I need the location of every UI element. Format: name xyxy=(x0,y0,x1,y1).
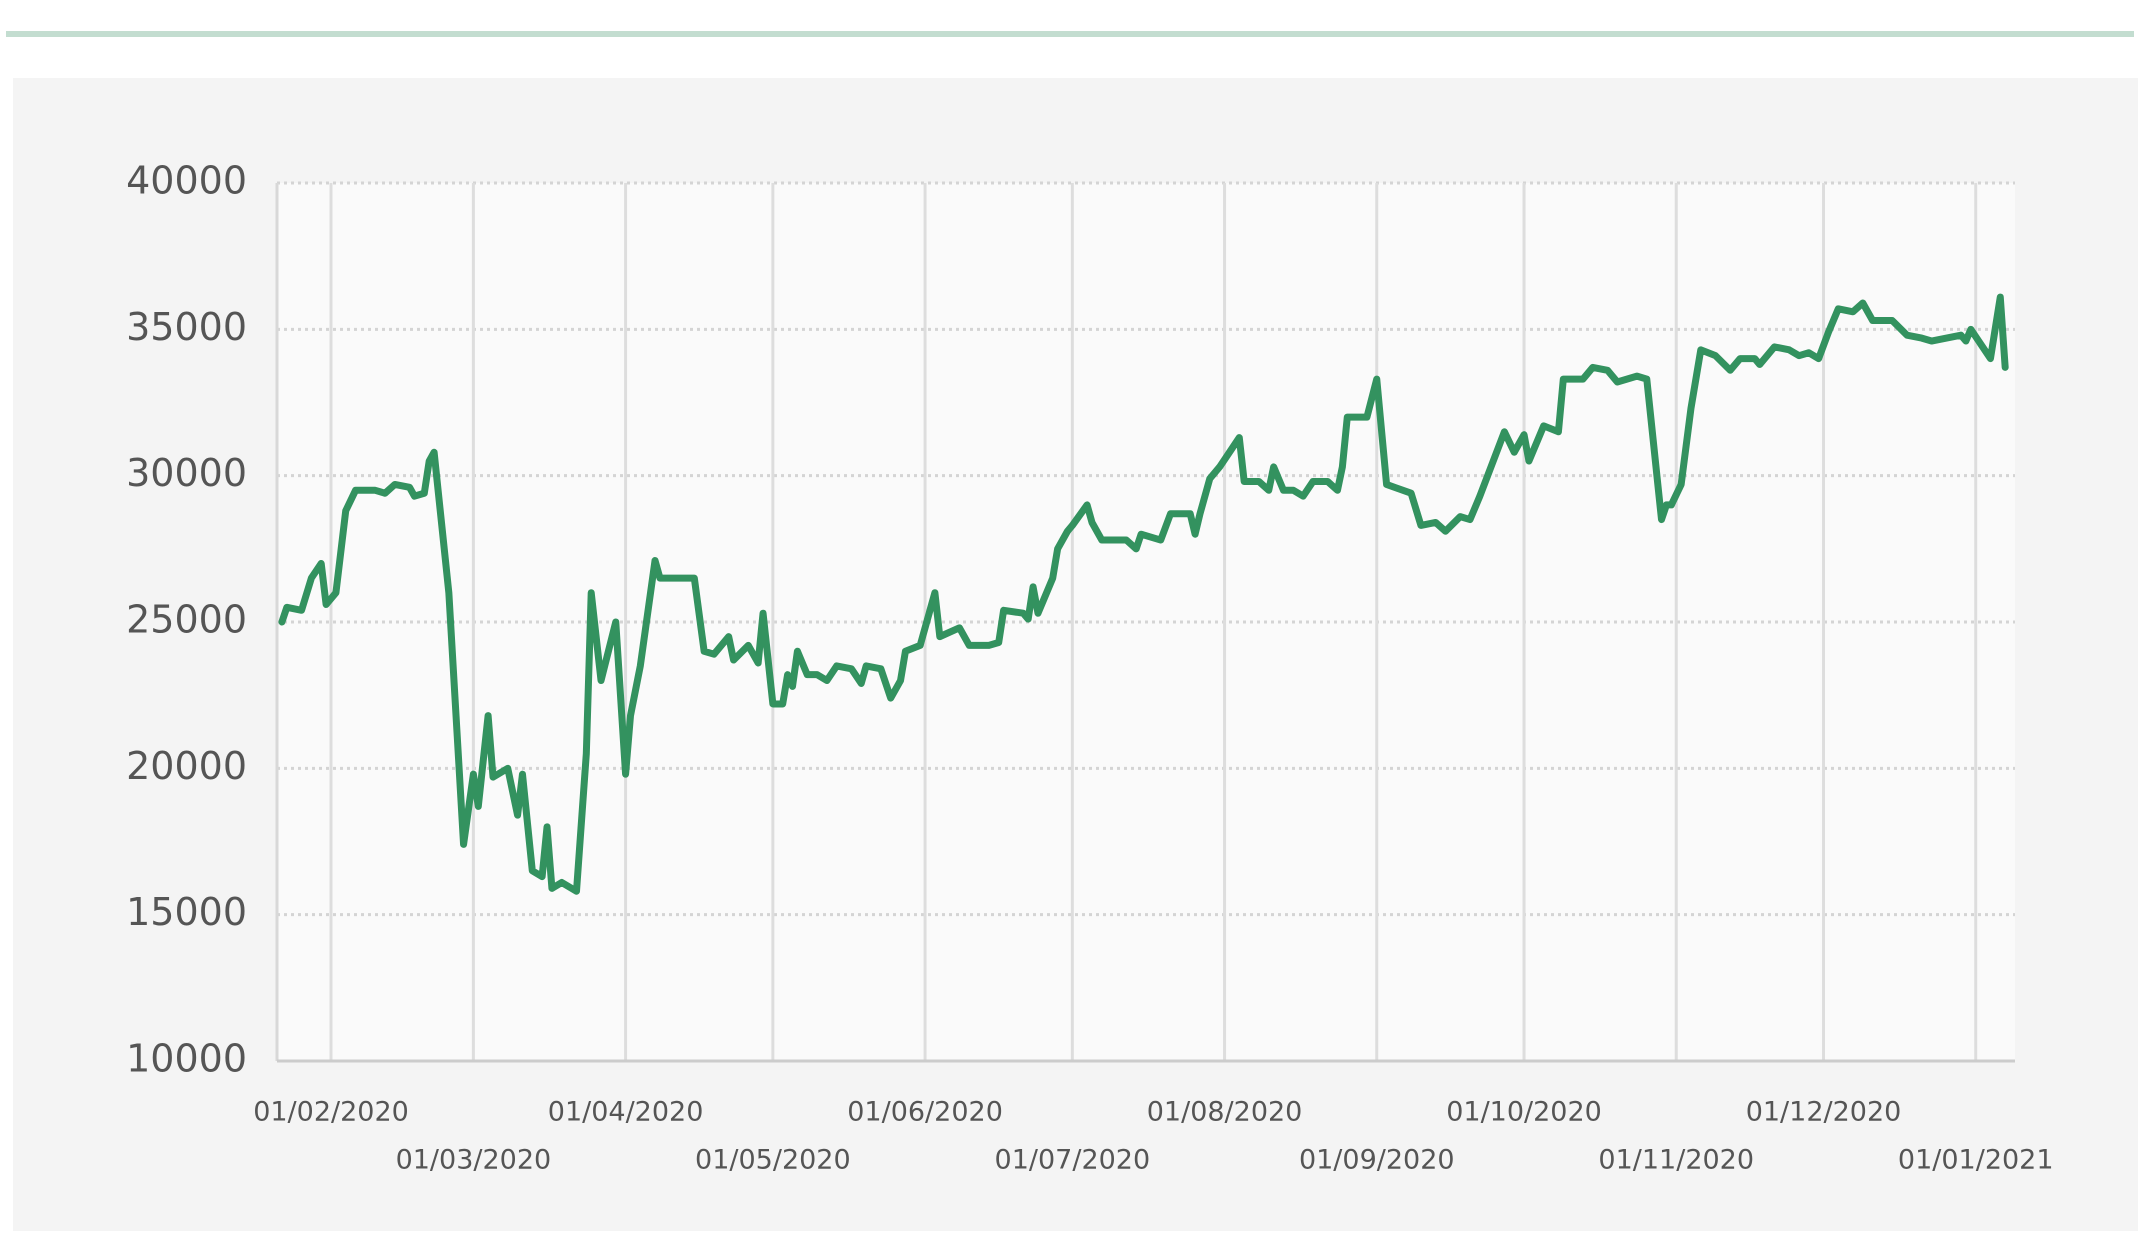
y-tick-label: 40000 xyxy=(126,159,247,203)
y-tick-label: 15000 xyxy=(126,890,247,934)
y-tick-label: 35000 xyxy=(126,305,247,349)
x-tick-label: 01/10/2020 xyxy=(1446,1097,1602,1128)
x-tick-label: 01/04/2020 xyxy=(548,1097,704,1128)
x-tick-label: 01/03/2020 xyxy=(396,1145,552,1176)
x-tick-label: 01/05/2020 xyxy=(695,1145,851,1176)
x-tick-label: 01/11/2020 xyxy=(1598,1145,1754,1176)
y-tick-label: 25000 xyxy=(126,598,247,642)
y-tick-label: 20000 xyxy=(126,744,247,788)
y-tick-label: 10000 xyxy=(126,1037,247,1081)
x-tick-label: 01/12/2020 xyxy=(1746,1097,1902,1128)
x-tick-label: 01/09/2020 xyxy=(1299,1145,1455,1176)
y-tick-label: 30000 xyxy=(126,451,247,495)
x-tick-label: 01/07/2020 xyxy=(995,1145,1151,1176)
x-tick-label: 01/06/2020 xyxy=(847,1097,1003,1128)
line-series xyxy=(278,293,2009,895)
x-tick-label: 01/02/2020 xyxy=(253,1097,409,1128)
top-rule xyxy=(6,31,2134,37)
x-tick-label: 01/01/2021 xyxy=(1898,1145,2054,1176)
x-tick-label: 01/08/2020 xyxy=(1147,1097,1303,1128)
